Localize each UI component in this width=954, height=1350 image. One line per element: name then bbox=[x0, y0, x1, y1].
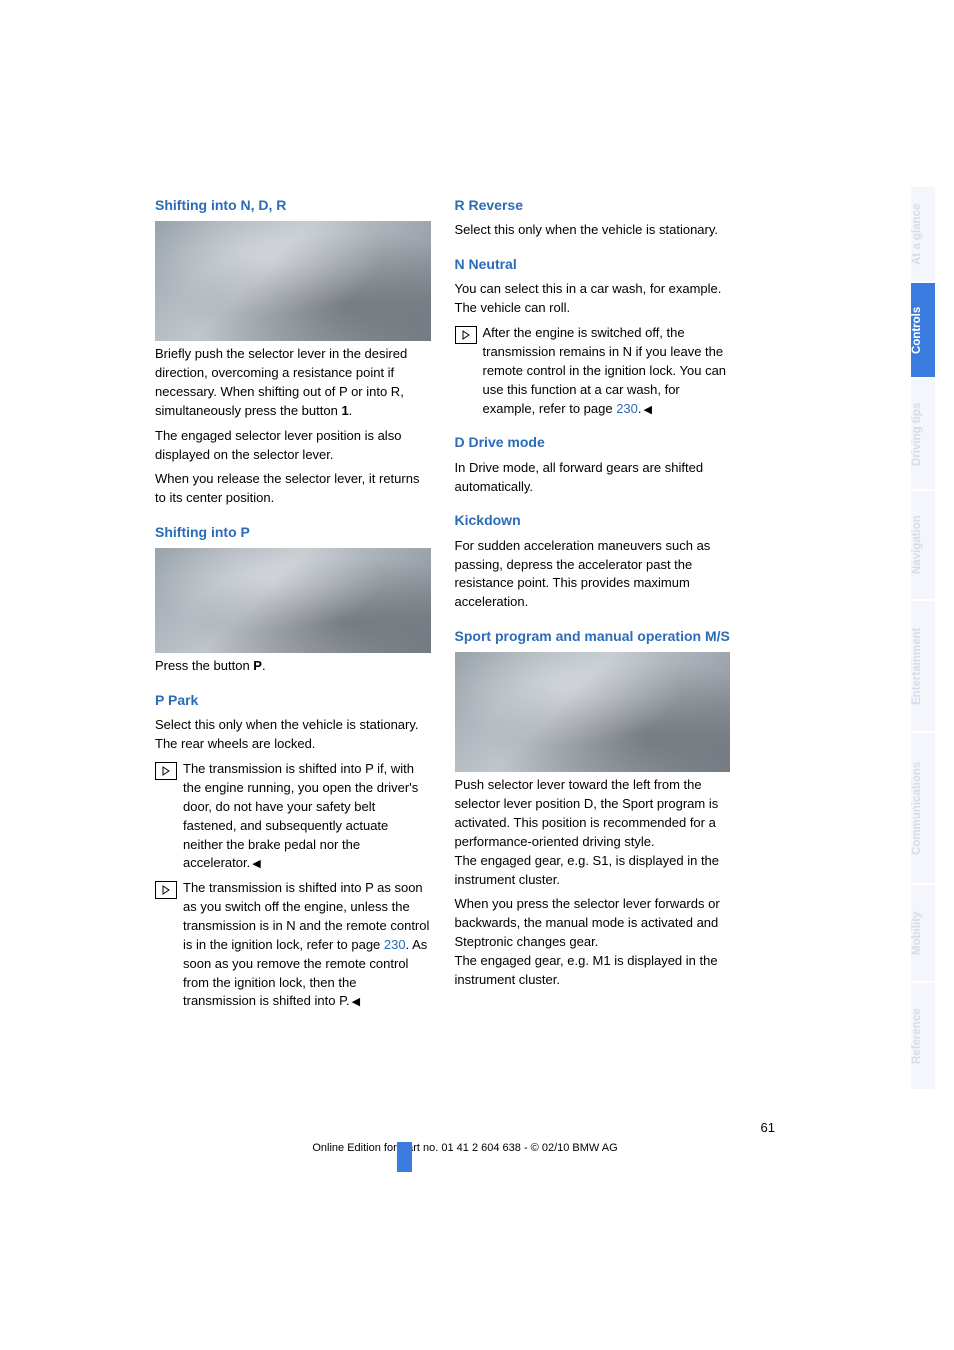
text: Push selector lever toward the left from… bbox=[455, 777, 719, 849]
tab-driving-tips[interactable]: Driving tips bbox=[911, 377, 935, 489]
left-column: Shifting into N, D, R Briefly push the s… bbox=[155, 195, 431, 1017]
tab-reference[interactable]: Reference bbox=[911, 981, 935, 1089]
paragraph: Select this only when the vehicle is sta… bbox=[155, 716, 431, 754]
page-link[interactable]: 230 bbox=[384, 937, 406, 952]
page-number: 61 bbox=[155, 1120, 775, 1135]
note-text: The transmission is shifted into P as so… bbox=[183, 879, 431, 1011]
bold-ref: 1 bbox=[341, 403, 348, 418]
heading-r-reverse: R Reverse bbox=[455, 195, 731, 215]
heading-shifting-ndr: Shifting into N, D, R bbox=[155, 195, 431, 215]
heading-d-drive: D Drive mode bbox=[455, 432, 731, 452]
two-column-layout: Shifting into N, D, R Briefly push the s… bbox=[155, 195, 730, 1017]
paragraph: When you release the selector lever, it … bbox=[155, 470, 431, 508]
bottom-position-marker bbox=[397, 1142, 412, 1172]
illustration-selector-lever-p bbox=[155, 548, 431, 653]
text: The engaged gear, e.g. S1, is displayed … bbox=[455, 853, 720, 887]
heading-kickdown: Kickdown bbox=[455, 510, 731, 530]
tab-at-a-glance[interactable]: At a glance bbox=[911, 185, 935, 281]
text: . bbox=[262, 658, 266, 673]
note-triangle-icon bbox=[455, 326, 477, 344]
text: When you press the selector lever forwar… bbox=[455, 896, 720, 949]
page-content: Shifting into N, D, R Briefly push the s… bbox=[0, 0, 790, 1057]
end-marker-icon: ◀ bbox=[352, 995, 360, 1011]
end-marker-icon: ◀ bbox=[252, 857, 260, 873]
paragraph: For sudden acceleration maneuvers such a… bbox=[455, 537, 731, 612]
paragraph: When you press the selector lever forwar… bbox=[455, 895, 731, 989]
tab-controls[interactable]: Controls bbox=[911, 281, 935, 377]
paragraph: Press the button P. bbox=[155, 657, 431, 676]
note-block: The transmission is shifted into P if, w… bbox=[155, 760, 431, 873]
end-marker-icon: ◀ bbox=[644, 403, 652, 419]
paragraph: Briefly push the selector lever in the d… bbox=[155, 345, 431, 420]
note-block: After the engine is switched off, the tr… bbox=[455, 324, 731, 418]
illustration-selector-lever-ms bbox=[455, 652, 731, 772]
illustration-selector-lever-ndr bbox=[155, 221, 431, 341]
note-block: The transmission is shifted into P as so… bbox=[155, 879, 431, 1011]
footer-copyright: Online Edition for Part no. 01 41 2 604 … bbox=[155, 1142, 775, 1154]
heading-p-park: P Park bbox=[155, 690, 431, 710]
side-tab-navigation: At a glance Controls Driving tips Naviga… bbox=[911, 185, 935, 1089]
note-triangle-icon bbox=[155, 881, 177, 899]
note-triangle-icon bbox=[155, 762, 177, 780]
right-column: R Reverse Select this only when the vehi… bbox=[455, 195, 731, 1017]
note-text: The transmission is shifted into P if, w… bbox=[183, 760, 431, 873]
paragraph: In Drive mode, all forward gears are shi… bbox=[455, 459, 731, 497]
heading-sport-ms: Sport program and manual operation M/S bbox=[455, 626, 731, 646]
paragraph: The engaged selector lever position is a… bbox=[155, 427, 431, 465]
text: . bbox=[349, 403, 353, 418]
paragraph: Push selector lever toward the left from… bbox=[455, 776, 731, 889]
tab-mobility[interactable]: Mobility bbox=[911, 883, 935, 981]
text: Press the button bbox=[155, 658, 253, 673]
page-link[interactable]: 230 bbox=[616, 401, 638, 416]
paragraph: Select this only when the vehicle is sta… bbox=[455, 221, 731, 240]
tab-entertainment[interactable]: Entertainment bbox=[911, 599, 935, 731]
text: Briefly push the selector lever in the d… bbox=[155, 346, 407, 418]
text: The transmission is shifted into P if, w… bbox=[183, 761, 418, 870]
text: After the engine is switched off, the tr… bbox=[483, 325, 727, 415]
heading-n-neutral: N Neutral bbox=[455, 254, 731, 274]
tab-communications[interactable]: Communications bbox=[911, 731, 935, 883]
text: The engaged gear, e.g. M1 is displayed i… bbox=[455, 953, 718, 987]
tab-navigation[interactable]: Navigation bbox=[911, 489, 935, 599]
bold-ref: P bbox=[253, 658, 262, 673]
text: . bbox=[638, 401, 642, 416]
note-text: After the engine is switched off, the tr… bbox=[483, 324, 731, 418]
paragraph: You can select this in a car wash, for e… bbox=[455, 280, 731, 318]
heading-shifting-p: Shifting into P bbox=[155, 522, 431, 542]
